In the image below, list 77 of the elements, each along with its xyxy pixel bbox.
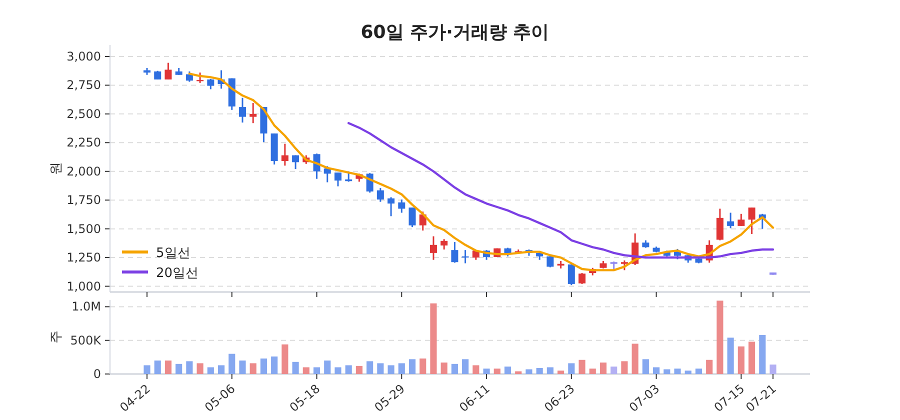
bar xyxy=(366,361,374,374)
bar xyxy=(408,359,416,374)
bar xyxy=(356,366,362,374)
y-tick-label: 3,000 xyxy=(66,49,101,64)
y-tick-label: 1,250 xyxy=(66,250,101,265)
y-tick-label: 1,500 xyxy=(66,222,101,236)
y-axis-title: 원 xyxy=(49,162,64,175)
y-tick-label: 1,000 xyxy=(66,279,101,294)
bar xyxy=(483,368,490,374)
bar xyxy=(334,367,342,374)
bar xyxy=(589,368,596,374)
bar xyxy=(748,342,756,374)
bar xyxy=(515,371,522,374)
bar xyxy=(250,363,256,374)
y-tick-label: 1,750 xyxy=(66,193,101,208)
bar xyxy=(186,361,193,374)
bar xyxy=(759,334,766,374)
bar xyxy=(621,361,628,374)
bar xyxy=(674,368,681,374)
bar xyxy=(196,363,204,374)
bar xyxy=(302,367,310,374)
bar xyxy=(239,360,246,374)
y-tick-label: 1.0M xyxy=(72,300,101,314)
bar xyxy=(282,344,288,374)
bar xyxy=(313,367,320,374)
bar xyxy=(271,356,278,374)
bar xyxy=(632,344,638,374)
bar xyxy=(558,370,564,374)
bar xyxy=(377,363,384,374)
bar xyxy=(176,364,182,374)
bar xyxy=(462,359,469,374)
bar xyxy=(706,360,713,374)
bar xyxy=(144,365,150,374)
bar xyxy=(260,358,267,374)
bar xyxy=(218,365,225,374)
bar xyxy=(472,365,480,374)
legend-label: 20일선 xyxy=(156,266,199,281)
bar xyxy=(727,338,734,374)
y-tick-label: 2,250 xyxy=(66,136,101,150)
legend-label: 5일선 xyxy=(156,246,190,261)
bar xyxy=(568,363,575,374)
bar xyxy=(345,365,352,374)
bar xyxy=(716,300,724,374)
bar xyxy=(164,360,172,374)
bar xyxy=(440,362,448,374)
bar xyxy=(494,368,500,374)
bar xyxy=(653,367,660,374)
y-tick-label: 0 xyxy=(93,367,101,381)
bar xyxy=(536,368,543,374)
bar xyxy=(228,354,236,374)
bar xyxy=(642,359,649,374)
bar xyxy=(207,367,214,374)
bar xyxy=(738,346,744,374)
y-axis-title: 주 xyxy=(49,330,64,344)
chart-title: 60일 주가·거래량 추이 xyxy=(360,22,550,43)
bar xyxy=(526,369,532,374)
bar xyxy=(292,362,299,374)
bar xyxy=(546,367,554,374)
bar xyxy=(770,364,776,374)
bar xyxy=(600,362,607,374)
bar xyxy=(578,360,586,374)
bar xyxy=(324,360,331,374)
bar xyxy=(610,366,618,374)
y-tick-label: 500K xyxy=(70,333,102,348)
bar xyxy=(504,366,512,374)
bar xyxy=(664,369,670,374)
bar xyxy=(388,365,394,374)
bar xyxy=(451,364,458,374)
bar xyxy=(430,303,437,374)
bar xyxy=(154,360,161,374)
bar xyxy=(420,358,426,374)
bar xyxy=(398,363,405,374)
y-tick-label: 2,000 xyxy=(66,164,101,178)
bar xyxy=(684,370,692,374)
y-tick-label: 2,750 xyxy=(66,78,101,92)
y-tick-label: 2,500 xyxy=(66,106,101,121)
bar xyxy=(695,368,702,374)
